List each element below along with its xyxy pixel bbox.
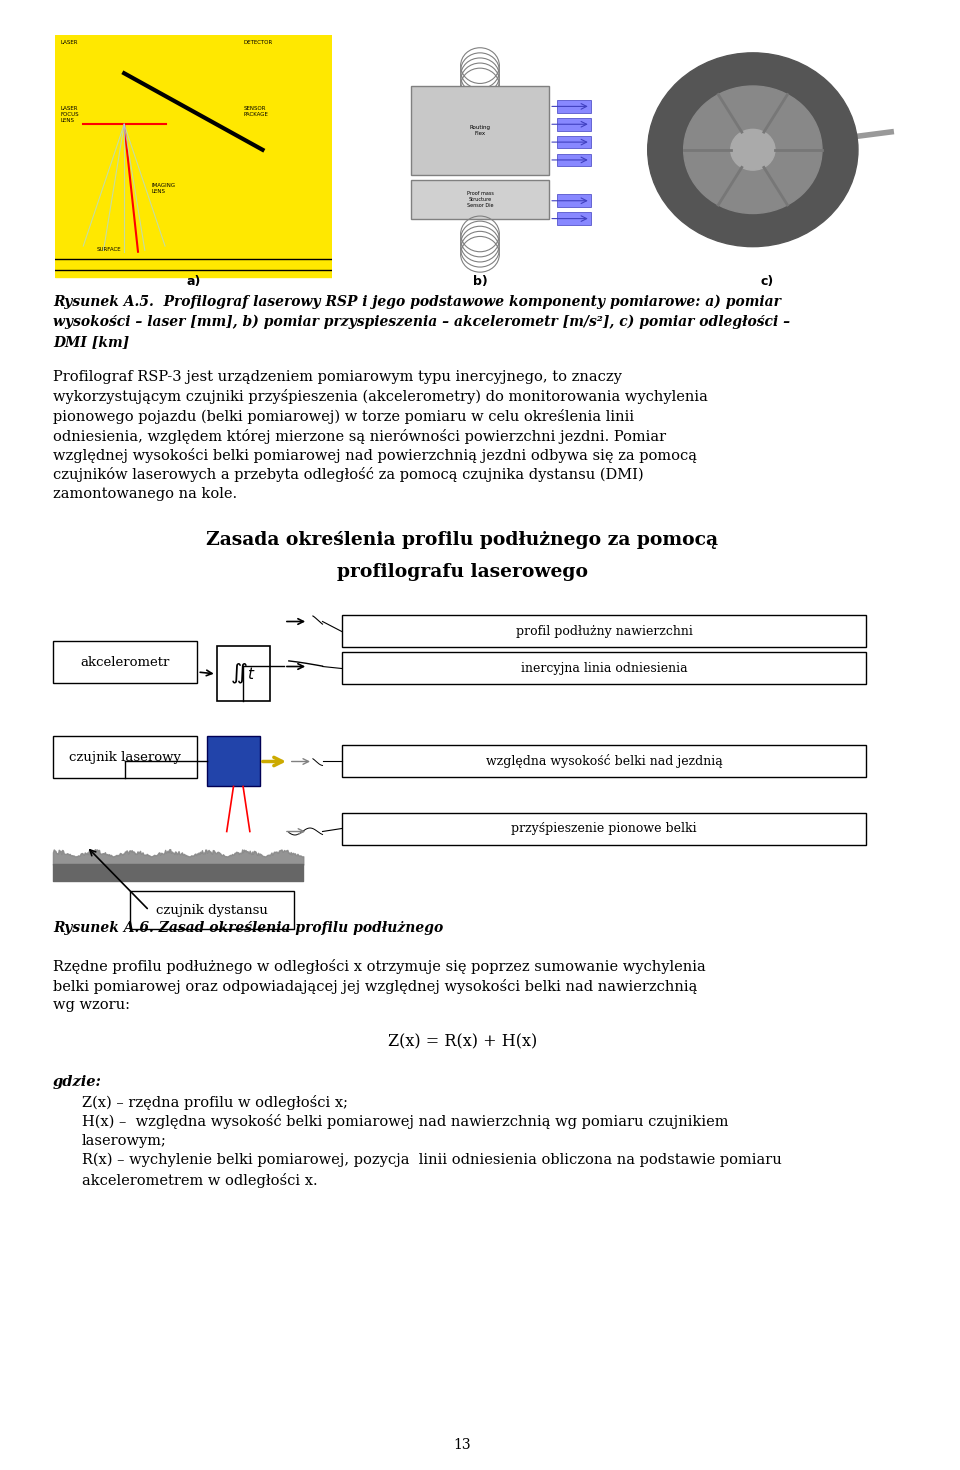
Bar xyxy=(411,87,549,175)
Text: belki pomiarowej oraz odpowiadającej jej względnej wysokości belki nad nawierzch: belki pomiarowej oraz odpowiadającej jej… xyxy=(53,979,697,994)
Bar xyxy=(558,194,590,207)
Circle shape xyxy=(731,129,775,171)
Text: SURFACE: SURFACE xyxy=(97,247,121,251)
Text: LASER: LASER xyxy=(60,40,78,46)
Text: Routing
Flex: Routing Flex xyxy=(469,125,491,137)
Text: DETECTOR: DETECTOR xyxy=(243,40,273,46)
Bar xyxy=(558,118,590,131)
Text: Rysunek A.5.  Profilograf laserowy RSP i jego podstawowe komponenty pomiarowe: a: Rysunek A.5. Profilograf laserowy RSP i … xyxy=(53,295,780,309)
Text: czujnik dystansu: czujnik dystansu xyxy=(156,904,268,917)
Bar xyxy=(558,100,590,113)
Bar xyxy=(411,181,549,219)
Text: LASER
FOCUS
LENS: LASER FOCUS LENS xyxy=(60,106,79,123)
Text: b): b) xyxy=(472,275,488,288)
Bar xyxy=(342,745,867,778)
Text: akcelerometrem w odległości x.: akcelerometrem w odległości x. xyxy=(82,1173,318,1188)
Text: Z(x) – rzędna profilu w odległości x;: Z(x) – rzędna profilu w odległości x; xyxy=(82,1095,348,1110)
Bar xyxy=(130,891,294,929)
Text: zamontowanego na kole.: zamontowanego na kole. xyxy=(53,487,237,501)
Bar xyxy=(342,813,867,844)
Text: wg wzoru:: wg wzoru: xyxy=(53,998,130,1013)
Bar xyxy=(558,153,590,166)
Text: gdzie:: gdzie: xyxy=(53,1075,102,1089)
Text: Rysunek A.6. Zasad określenia profilu podłużnego: Rysunek A.6. Zasad określenia profilu po… xyxy=(53,922,444,935)
Text: DMI [km]: DMI [km] xyxy=(53,335,130,348)
Bar xyxy=(217,647,270,701)
Text: Zasada określenia profilu podłużnego za pomocą: Zasada określenia profilu podłużnego za … xyxy=(206,532,718,550)
Bar xyxy=(342,653,867,685)
Bar xyxy=(53,736,198,779)
Text: względna wysokość belki nad jezdnią: względna wysokość belki nad jezdnią xyxy=(486,754,723,769)
Text: wysokości – laser [mm], b) pomiar przyspieszenia – akcelerometr [m/s²], c) pomia: wysokości – laser [mm], b) pomiar przysp… xyxy=(53,315,790,329)
Text: przyśpieszenie pionowe belki: przyśpieszenie pionowe belki xyxy=(512,822,697,835)
Text: pionowego pojazdu (belki pomiarowej) w torze pomiaru w celu określenia linii: pionowego pojazdu (belki pomiarowej) w t… xyxy=(53,409,634,423)
Text: $\iint t$: $\iint t$ xyxy=(230,662,255,686)
Bar xyxy=(558,135,590,148)
Text: akcelerometr: akcelerometr xyxy=(81,656,170,669)
Text: wykorzystującym czujniki przyśpieszenia (akcelerometry) do monitorowania wychyle: wykorzystującym czujniki przyśpieszenia … xyxy=(53,390,708,404)
Text: SENSOR
PACKAGE: SENSOR PACKAGE xyxy=(243,106,268,118)
Text: a): a) xyxy=(186,275,201,288)
Text: Rzędne profilu podłużnego w odległości x otrzymuje się poprzez sumowanie wychyle: Rzędne profilu podłużnego w odległości x… xyxy=(53,960,706,975)
Bar xyxy=(53,641,198,684)
Text: inercyjna linia odniesienia: inercyjna linia odniesienia xyxy=(521,662,687,675)
Text: c): c) xyxy=(760,275,774,288)
Text: Proof mass
Structure
Sensor Die: Proof mass Structure Sensor Die xyxy=(467,191,493,207)
Bar xyxy=(342,616,867,647)
Text: czujników laserowych a przebyta odległość za pomocą czujnika dystansu (DMI): czujników laserowych a przebyta odległoś… xyxy=(53,467,643,482)
Text: 13: 13 xyxy=(453,1438,471,1452)
Text: względnej wysokości belki pomiarowej nad powierzchnią jezdni odbywa się za pomoc: względnej wysokości belki pomiarowej nad… xyxy=(53,448,697,463)
Text: Profilograf RSP-3 jest urządzeniem pomiarowym typu inercyjnego, to znaczy: Profilograf RSP-3 jest urządzeniem pomia… xyxy=(53,370,622,384)
Circle shape xyxy=(684,87,822,213)
Text: profil podłużny nawierzchni: profil podłużny nawierzchni xyxy=(516,625,692,638)
Bar xyxy=(207,736,260,786)
Circle shape xyxy=(648,53,858,247)
Text: IMAGING
LENS: IMAGING LENS xyxy=(152,182,176,194)
Text: Z(x) = R(x) + H(x): Z(x) = R(x) + H(x) xyxy=(388,1033,537,1050)
Text: profilografu laserowego: profilografu laserowego xyxy=(337,563,588,582)
Text: H(x) –  względna wysokość belki pomiarowej nad nawierzchnią wg pomiaru czujnikie: H(x) – względna wysokość belki pomiarowe… xyxy=(82,1114,729,1129)
Text: laserowym;: laserowym; xyxy=(82,1133,167,1148)
Text: R(x) – wychylenie belki pomiarowej, pozycja  linii odniesienia obliczona na pods: R(x) – wychylenie belki pomiarowej, pozy… xyxy=(82,1152,781,1167)
Bar xyxy=(558,212,590,225)
Text: odniesienia, względem której mierzone są nierówności powierzchni jezdni. Pomiar: odniesienia, względem której mierzone są… xyxy=(53,428,666,444)
Text: czujnik laserowy: czujnik laserowy xyxy=(69,751,181,764)
